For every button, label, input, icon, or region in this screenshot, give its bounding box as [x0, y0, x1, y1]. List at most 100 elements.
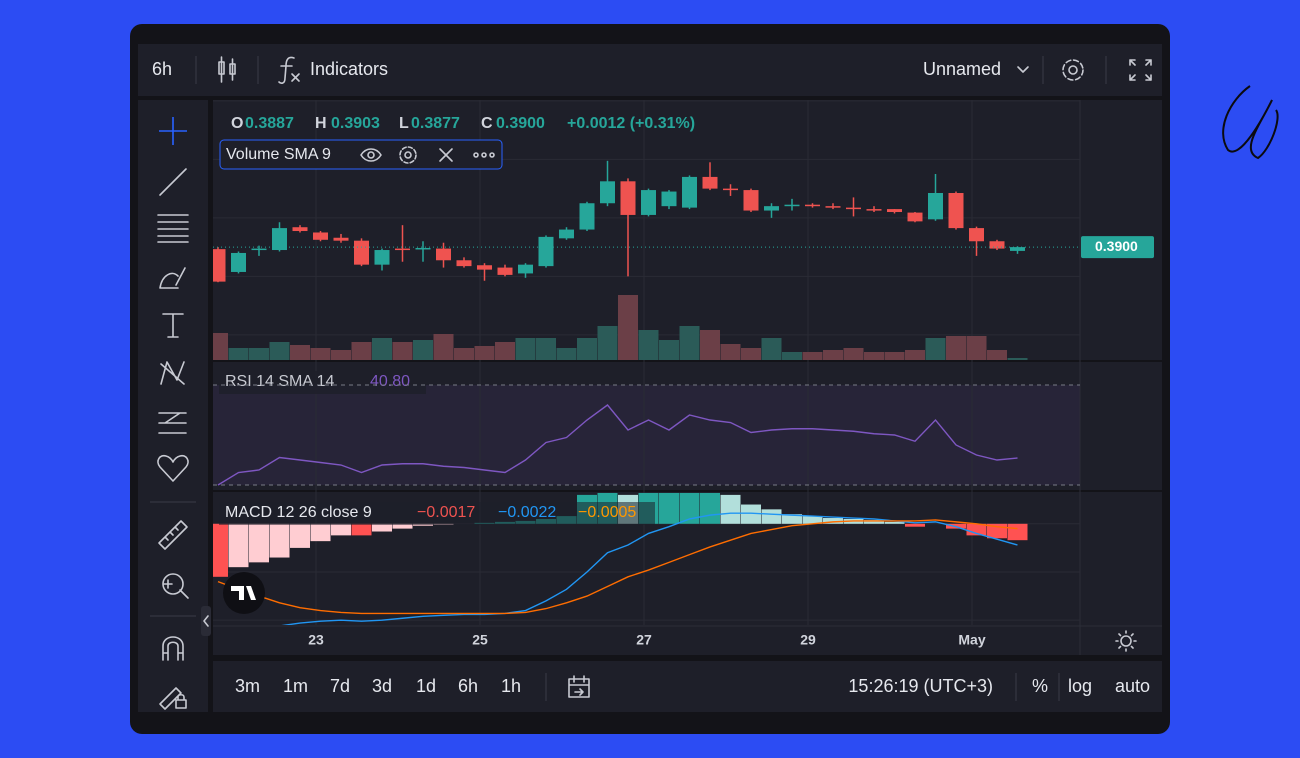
volume-bar [597, 326, 618, 360]
volume-bar [761, 338, 782, 360]
histogram-bar [1007, 523, 1028, 541]
rsi-line [217, 404, 1018, 486]
close-label: C [481, 115, 493, 132]
zoom-tool-lens[interactable] [162, 573, 184, 595]
histogram-bar [700, 492, 720, 524]
range-button[interactable]: 3d [372, 676, 392, 696]
volume-bar [372, 338, 392, 360]
range-button[interactable]: 6h [458, 676, 478, 696]
chart-type-button[interactable] [218, 56, 236, 83]
clock[interactable]: 15:26:19 (UTC+3) [848, 676, 993, 696]
settings-button[interactable] [1062, 59, 1084, 81]
candle-body [477, 265, 492, 270]
volume-bar [987, 350, 1007, 360]
indicators-icon[interactable] [278, 56, 300, 84]
ruler-tool[interactable] [158, 520, 188, 550]
candle-body [497, 267, 513, 275]
signal-line [217, 519, 1018, 615]
histogram-bar [331, 523, 351, 536]
candle-body [456, 260, 472, 267]
histogram-bar [659, 492, 679, 524]
change-value: +0.0012 (+0.31%) [567, 115, 695, 132]
indicators-button[interactable]: Indicators [310, 59, 388, 79]
date-range-button[interactable] [568, 675, 590, 698]
percent-button[interactable]: % [1032, 676, 1048, 696]
volume-bar [433, 334, 454, 360]
lock-tool[interactable] [159, 687, 187, 710]
theme-button[interactable] [1115, 630, 1137, 652]
zoom-tool[interactable] [163, 579, 189, 599]
candle-body [354, 240, 369, 265]
pattern-tool[interactable] [160, 361, 185, 385]
brush-tool[interactable] [159, 267, 186, 289]
candle-body [825, 206, 841, 208]
favorites-tool[interactable] [157, 454, 189, 482]
visibility-button[interactable] [360, 148, 382, 162]
histogram-bar [269, 523, 290, 558]
range-button[interactable]: 3m [235, 676, 260, 696]
logo-mark [231, 586, 256, 600]
range-button[interactable]: 1d [416, 676, 436, 696]
candle-body [661, 191, 677, 207]
study-settings-button[interactable] [399, 146, 417, 164]
histogram-bar [249, 523, 269, 563]
candle-body [559, 229, 574, 239]
high-label: H [315, 115, 327, 132]
fullscreen-button[interactable] [1129, 59, 1152, 81]
candle-body [579, 203, 595, 230]
macd-title: MACD 12 26 close 9 [225, 504, 372, 521]
range-button[interactable]: 1h [501, 676, 521, 696]
volume-bar [1007, 358, 1028, 360]
candle-body [395, 248, 410, 251]
interval-button[interactable]: 6h [152, 59, 172, 79]
collapse-tab[interactable] [201, 606, 211, 636]
top-toolbar [138, 44, 1162, 96]
candle-body [292, 227, 308, 232]
collapse-arrow[interactable] [203, 615, 209, 627]
trend-line-tool[interactable] [159, 168, 187, 196]
auto-button[interactable]: auto [1115, 676, 1150, 696]
volume-bar [495, 342, 515, 360]
volume-bar [946, 336, 966, 360]
candle-body [805, 204, 820, 207]
candle-body [723, 188, 738, 191]
histogram-bar [392, 523, 413, 529]
macd-line-last: −0.0022 [498, 504, 556, 521]
candle-body [784, 204, 800, 207]
candle-body [907, 212, 923, 222]
crosshair-tool[interactable] [159, 117, 187, 145]
volume-bar [290, 345, 310, 360]
fib-tool[interactable] [157, 214, 189, 243]
log-button[interactable]: log [1068, 676, 1092, 696]
histogram-bar [213, 523, 228, 577]
histogram-bar [290, 523, 310, 548]
layout-name[interactable]: Unnamed [923, 59, 1001, 79]
volume-bar [720, 344, 741, 360]
candle-body [682, 176, 697, 208]
volume-bar [269, 342, 290, 360]
more-button[interactable] [473, 152, 495, 158]
range-button[interactable]: 1m [283, 676, 308, 696]
histogram-bar [310, 523, 331, 542]
prediction-tool[interactable] [158, 412, 187, 434]
range-bar: 3m 1m 7d 3d 1d 6h 1h 15:26:19 (UTC+3)% log auto [235, 676, 1150, 696]
histogram-bar [802, 516, 823, 524]
histogram-bar [884, 521, 905, 524]
remove-button[interactable] [439, 148, 453, 162]
macd-line [281, 512, 1018, 625]
magnet-tool[interactable] [162, 636, 184, 661]
candle-body [887, 209, 902, 213]
text-tool[interactable] [162, 313, 184, 338]
range-button[interactable]: 7d [330, 676, 350, 696]
volume-bar [213, 333, 228, 360]
volume-bar [392, 342, 413, 360]
volume-bar [905, 350, 925, 360]
histogram-bar [761, 509, 782, 524]
candle-body [415, 247, 431, 250]
time-label: 29 [800, 632, 816, 648]
volume-bar [618, 295, 638, 360]
layout-menu[interactable] [1017, 66, 1029, 73]
volume-bar [556, 348, 577, 360]
volume-bar [310, 348, 331, 360]
volume-bar [884, 352, 905, 360]
